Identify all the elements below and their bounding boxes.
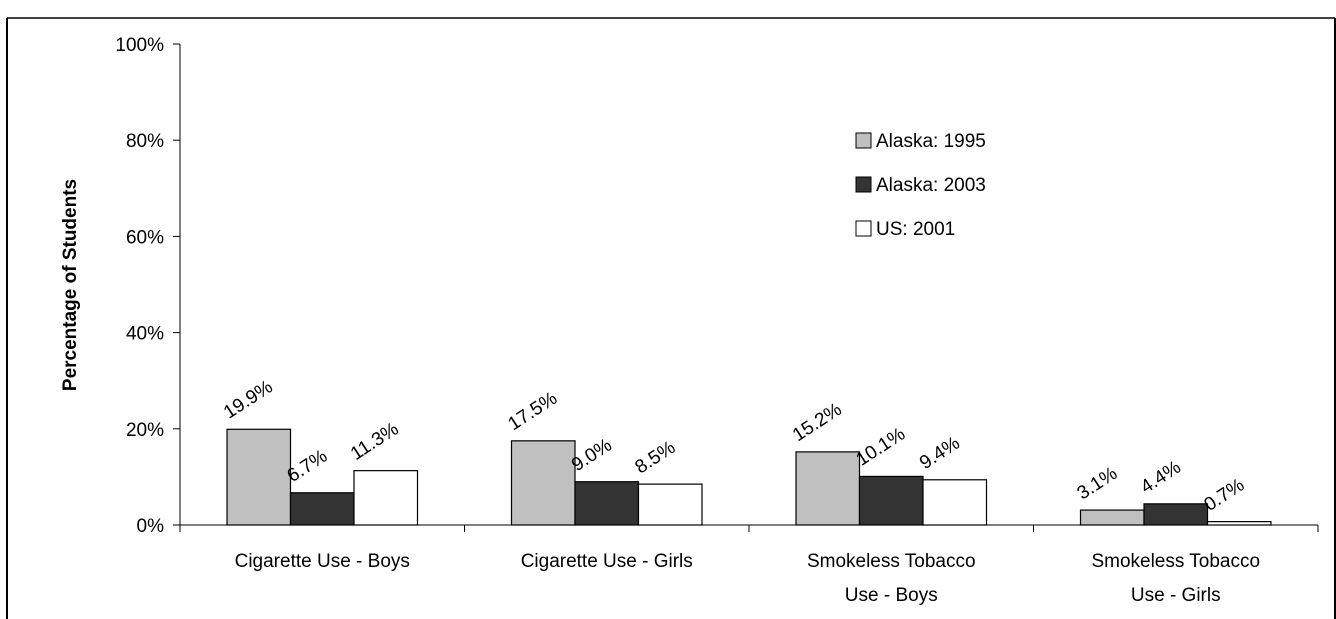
bar xyxy=(289,492,355,526)
bar xyxy=(858,475,924,526)
bar xyxy=(922,479,988,526)
data-label: 15.2% xyxy=(789,399,846,446)
legend: Alaska: 1995 Alaska: 2003 US: 2001 xyxy=(855,131,986,240)
bar xyxy=(510,440,576,526)
data-label: 4.4% xyxy=(1137,457,1185,498)
data-label: 8.5% xyxy=(632,437,680,478)
y-tick-label: 0% xyxy=(137,516,165,537)
category-label: Smokeless Tobacco xyxy=(1091,551,1260,572)
data-label: 0.7% xyxy=(1201,475,1249,516)
y-axis-label: Percentage of Students xyxy=(60,179,81,391)
legend-label: Alaska: 1995 xyxy=(876,131,986,152)
legend-swatch xyxy=(855,132,872,149)
data-label: 3.1% xyxy=(1074,463,1122,504)
y-tick-label: 100% xyxy=(115,35,164,56)
y-tick-label: 40% xyxy=(126,324,164,345)
category-label: Use - Girls xyxy=(1131,585,1221,606)
category-label: Smokeless Tobacco xyxy=(807,551,976,572)
y-tick-label: 60% xyxy=(126,227,164,248)
bar xyxy=(637,483,703,526)
legend-swatch xyxy=(855,220,872,237)
bar xyxy=(1206,521,1272,526)
data-label: 17.5% xyxy=(505,388,562,435)
data-label: 11.3% xyxy=(347,419,403,465)
bar xyxy=(574,481,640,526)
legend-label: Alaska: 2003 xyxy=(876,175,986,196)
legend-swatch xyxy=(855,176,872,193)
category-label: Cigarette Use - Girls xyxy=(521,551,693,572)
category-label: Use - Boys xyxy=(845,585,938,606)
bar xyxy=(1143,503,1209,526)
category-label: Cigarette Use - Boys xyxy=(235,551,410,572)
bar xyxy=(353,470,419,526)
y-tick-label: 20% xyxy=(126,420,164,441)
bar xyxy=(795,451,861,526)
y-tick-label: 80% xyxy=(126,131,164,152)
bar xyxy=(226,428,292,526)
bar xyxy=(1079,509,1145,526)
data-label: 19.9% xyxy=(220,376,277,423)
data-label: 9.4% xyxy=(916,433,964,474)
data-label: 10.1% xyxy=(853,424,910,471)
legend-label: US: 2001 xyxy=(876,219,955,240)
